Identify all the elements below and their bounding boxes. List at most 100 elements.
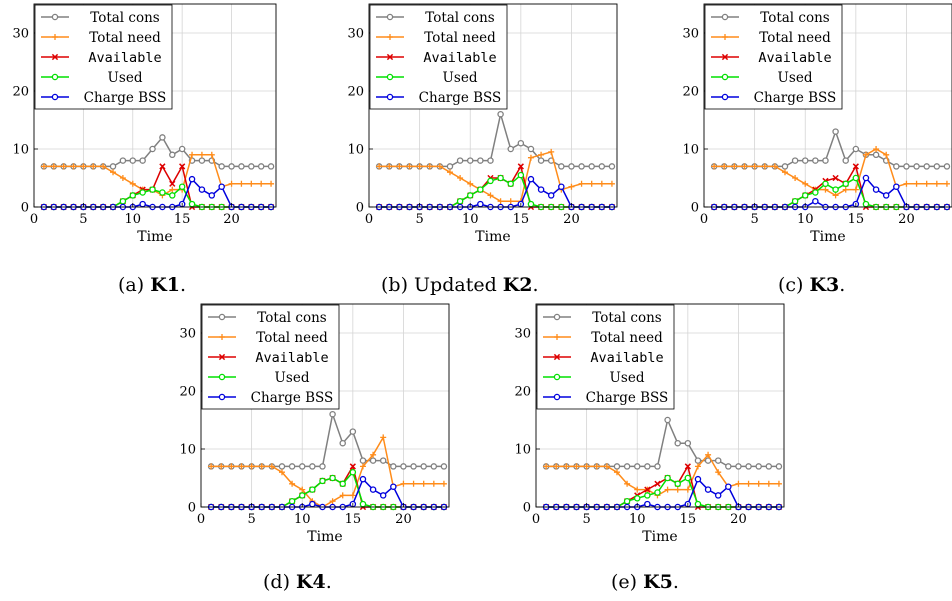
legend-label-4: Charge BSS (84, 90, 167, 106)
data-point-s4 (812, 197, 819, 205)
data-point-s3 (654, 489, 661, 496)
series-line-0 (546, 417, 779, 468)
data-point-s2 (169, 180, 176, 187)
data-point-s0 (842, 157, 849, 164)
data-point-s0 (598, 163, 606, 170)
data-point-s0 (349, 428, 357, 435)
y-tick-label: 20 (514, 385, 531, 400)
data-point-s1 (761, 163, 768, 170)
legend-label-1: Total need (89, 30, 161, 46)
data-point-s0 (267, 163, 275, 170)
data-point-s3 (664, 474, 671, 482)
data-point-s1 (674, 486, 681, 493)
data-point-s4 (477, 200, 484, 208)
legend-label-1: Total need (256, 330, 328, 346)
data-point-s0 (664, 416, 671, 424)
data-point-s1 (705, 451, 712, 458)
data-point-s0 (440, 463, 448, 470)
data-point-s0 (913, 163, 920, 170)
series-line-4 (379, 177, 612, 208)
legend-label-1: Total need (424, 30, 496, 46)
data-point-s1 (775, 480, 782, 487)
data-point-s4 (882, 192, 890, 199)
series-line-2 (211, 464, 444, 508)
data-point-s3 (507, 180, 514, 188)
data-point-s0 (872, 151, 880, 159)
data-point-s1 (299, 486, 306, 493)
y-tick-label: 20 (347, 85, 364, 100)
data-point-s4 (218, 183, 225, 190)
data-point-s2 (179, 163, 186, 170)
legend-marker-0 (218, 313, 226, 321)
legend-marker-0 (386, 13, 394, 21)
legend-marker-4 (386, 93, 394, 101)
data-point-s1 (548, 148, 555, 155)
legend-label-2: Available (423, 50, 496, 66)
data-point-s1 (765, 480, 772, 487)
data-point-s1 (497, 198, 504, 205)
data-point-s4 (558, 183, 565, 190)
data-point-s1 (436, 163, 443, 170)
data-point-s1 (386, 163, 393, 170)
data-point-s0 (568, 163, 575, 170)
data-point-s3 (862, 200, 870, 208)
data-point-s3 (169, 192, 176, 199)
legend-marker-0 (51, 13, 59, 21)
data-point-s1 (903, 180, 910, 187)
data-point-s0 (288, 463, 296, 470)
data-point-s2 (644, 486, 651, 493)
data-point-s1 (169, 186, 176, 193)
y-tick-label: 20 (682, 85, 699, 100)
data-point-s0 (198, 157, 206, 164)
data-point-s4 (188, 175, 196, 183)
data-point-s1 (329, 498, 336, 505)
data-point-s0 (139, 157, 146, 164)
data-point-s0 (149, 145, 156, 153)
data-point-s1 (593, 463, 600, 470)
data-point-s3 (791, 197, 799, 205)
data-point-s0 (725, 463, 732, 470)
caption-c-prefix: (c) (778, 274, 810, 296)
data-point-s1 (852, 186, 859, 193)
caption-d-bold: K4 (296, 571, 326, 593)
series-line-2 (43, 164, 272, 208)
data-point-s1 (110, 169, 117, 176)
data-point-s2 (684, 463, 691, 470)
legend-marker-1 (219, 334, 225, 340)
data-point-s4 (644, 500, 651, 508)
caption-c-bold: K3 (809, 274, 840, 296)
legend-marker-0 (721, 13, 729, 21)
series-line-2 (379, 164, 612, 208)
legend-label-3: Used (610, 370, 645, 386)
data-point-s0 (339, 439, 346, 447)
data-point-s1 (40, 163, 47, 170)
data-point-s3 (119, 197, 127, 205)
data-point-s1 (598, 180, 605, 187)
x-tick-label: 15 (848, 212, 865, 227)
data-point-s1 (416, 163, 423, 170)
caption-d-prefix: (d) (263, 571, 297, 593)
data-point-s0 (822, 157, 829, 164)
x-tick-label: 5 (415, 212, 423, 227)
data-point-s3 (517, 171, 525, 179)
legend-marker-3 (218, 373, 226, 381)
data-point-s0 (633, 463, 641, 470)
data-point-s1 (198, 151, 205, 158)
x-tick-label: 5 (582, 512, 590, 527)
data-point-s3 (684, 474, 692, 482)
legend: Total cons Total need Available Used Charge … (369, 4, 508, 110)
data-point-s1 (913, 180, 920, 187)
legend-label-0: Total cons (425, 10, 495, 26)
data-point-s1 (426, 163, 433, 170)
data-point-s3 (842, 180, 849, 188)
data-point-s0 (527, 145, 535, 153)
data-point-s1 (578, 180, 585, 187)
data-point-s1 (832, 192, 839, 199)
data-point-s1 (129, 180, 136, 187)
caption-c-suffix: . (839, 274, 846, 296)
data-point-s3 (633, 495, 641, 502)
x-tick-label: 20 (898, 212, 915, 227)
data-point-s0 (379, 457, 387, 464)
data-point-s4 (893, 183, 900, 190)
data-point-s4 (208, 192, 216, 199)
